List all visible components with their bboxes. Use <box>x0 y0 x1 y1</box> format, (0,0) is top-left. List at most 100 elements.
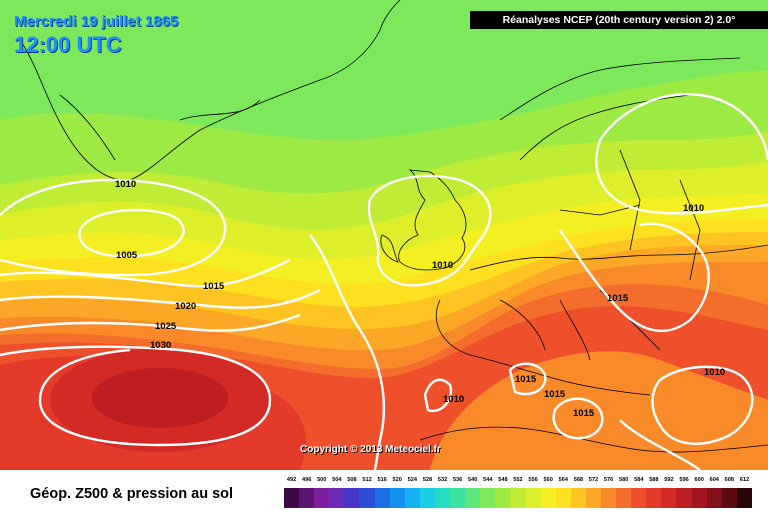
copyright-text: Copyright © 2013 Meteociel.fr <box>300 444 441 455</box>
pressure-label: 1010 <box>443 394 464 405</box>
pressure-label: 1010 <box>704 367 725 378</box>
legend-tick-label: 556 <box>528 477 538 483</box>
map-date: Mercredi 19 juillet 1865 <box>14 13 179 30</box>
legend-tick-label: 588 <box>649 477 659 483</box>
legend-tick-label: 592 <box>664 477 674 483</box>
legend-bar: Géop. Z500 & pression au sol 492 496 500 50… <box>0 470 768 512</box>
legend-swatch <box>359 488 375 508</box>
legend-swatch <box>721 488 737 508</box>
isobar-1005 <box>78 208 185 258</box>
band-600 <box>92 368 228 428</box>
pressure-label: 1015 <box>544 389 566 400</box>
legend-tick-label: 524 <box>407 477 417 483</box>
pressure-label: 1010 <box>115 179 136 190</box>
legend-swatch <box>631 488 647 508</box>
legend-swatch <box>419 488 435 508</box>
legend-tick-label: 596 <box>679 477 689 483</box>
pressure-label: 1025 <box>155 321 177 332</box>
isobar-1015-med-b <box>552 397 604 440</box>
legend-swatch <box>495 488 511 508</box>
legend-tick-label: 572 <box>588 477 599 483</box>
legend-swatch <box>465 488 481 508</box>
legend-tick-label: 528 <box>422 477 433 483</box>
isobar-1025 <box>0 313 301 332</box>
legend-tick-label: 600 <box>694 477 704 483</box>
pressure-label: 1005 <box>116 250 138 261</box>
legend-swatch <box>434 488 451 508</box>
legend-tick-label: 576 <box>603 477 614 483</box>
legend-swatch <box>676 488 692 508</box>
legend-tick-label: 496 <box>301 477 312 483</box>
isobar-1010-west <box>0 178 227 277</box>
map-time: 12:00 UTC <box>14 32 122 57</box>
legend-tick-label: 544 <box>483 477 493 483</box>
legend-tick-label: 564 <box>558 477 568 483</box>
legend-tick-label: 520 <box>392 477 402 483</box>
isobar-1015-southeast <box>619 419 701 470</box>
legend-swatch <box>691 488 707 508</box>
legend-tick-label: 584 <box>634 477 644 483</box>
legend-swatch <box>540 488 556 508</box>
legend-tick-label: 508 <box>347 477 357 483</box>
legend-swatch <box>555 488 571 508</box>
pressure-label: 1015 <box>573 408 595 419</box>
legend-swatch <box>585 488 601 508</box>
weather-map: 1010 1005 1015 1020 1025 1030 1010 1010 … <box>0 0 768 470</box>
legend-swatch <box>404 488 420 508</box>
isobar-1020 <box>0 288 321 309</box>
legend-swatch <box>616 488 632 508</box>
legend-swatch <box>299 488 315 508</box>
legend-tick-label: 552 <box>513 477 523 483</box>
source-label: Réanalyses NCEP (20th century version 2)… <box>470 11 768 29</box>
legend-tick-label: 548 <box>498 477 508 483</box>
map-canvas: 1010 1005 1015 1020 1025 1030 1010 1010 … <box>0 0 768 470</box>
legend-tick-label: 504 <box>332 477 342 483</box>
legend-swatches <box>284 488 752 508</box>
legend-tick-label: 536 <box>452 477 463 483</box>
legend-swatch <box>450 488 466 508</box>
legend-tick-label: 492 <box>286 477 297 483</box>
legend-tick-label: 612 <box>739 477 750 483</box>
legend-tick-label: 568 <box>573 477 584 483</box>
legend-ticks: 492 496 500 504 508 512 516 520 524 528 532 536 540 5… <box>284 477 752 487</box>
pressure-label: 1020 <box>175 301 196 312</box>
legend-swatch <box>480 488 496 508</box>
legend-swatch <box>344 488 360 508</box>
legend-swatch <box>389 488 405 508</box>
legend-swatch <box>646 488 662 508</box>
isobar-1025-ridge <box>309 234 386 470</box>
isobar-1010-iberia <box>423 378 453 413</box>
isobar-1015-med-a <box>508 362 547 396</box>
legend-tick-label: 532 <box>437 477 448 483</box>
legend-swatch <box>600 488 617 508</box>
legend-swatch <box>374 488 390 508</box>
isobar-1015-europe <box>559 222 710 333</box>
legend-tick-label: 540 <box>468 477 478 483</box>
legend-tick-label: 604 <box>709 477 719 483</box>
legend-swatch <box>570 488 586 508</box>
isobar-1010-uk <box>367 174 492 287</box>
isobar-1030 <box>0 345 272 447</box>
legend-tick-label: 512 <box>362 477 372 483</box>
pressure-label: 1015 <box>515 374 537 385</box>
legend-swatch <box>661 488 677 508</box>
legend-swatch <box>706 488 722 508</box>
isobar-1015-atl <box>0 258 291 288</box>
legend-tick-label: 608 <box>724 477 735 483</box>
legend-swatch <box>525 488 541 508</box>
isobar-1010-scand <box>595 93 768 215</box>
legend-swatch <box>329 488 345 508</box>
pressure-label: 1010 <box>683 203 704 214</box>
legend-swatch <box>510 488 526 508</box>
pressure-label: 1015 <box>203 281 225 292</box>
pressure-label: 1010 <box>432 260 453 271</box>
legend-swatch <box>314 488 330 508</box>
legend-tick-label: 516 <box>377 477 387 483</box>
isobar-1010-east <box>651 365 754 445</box>
legend-title: Géop. Z500 & pression au sol <box>30 486 234 502</box>
pressure-label: 1030 <box>150 340 171 351</box>
legend-tick-label: 580 <box>619 477 629 483</box>
isobars <box>0 93 768 470</box>
pressure-labels: 1010 1005 1015 1020 1025 1030 1010 1010 … <box>115 179 725 419</box>
legend-swatch <box>736 488 752 508</box>
